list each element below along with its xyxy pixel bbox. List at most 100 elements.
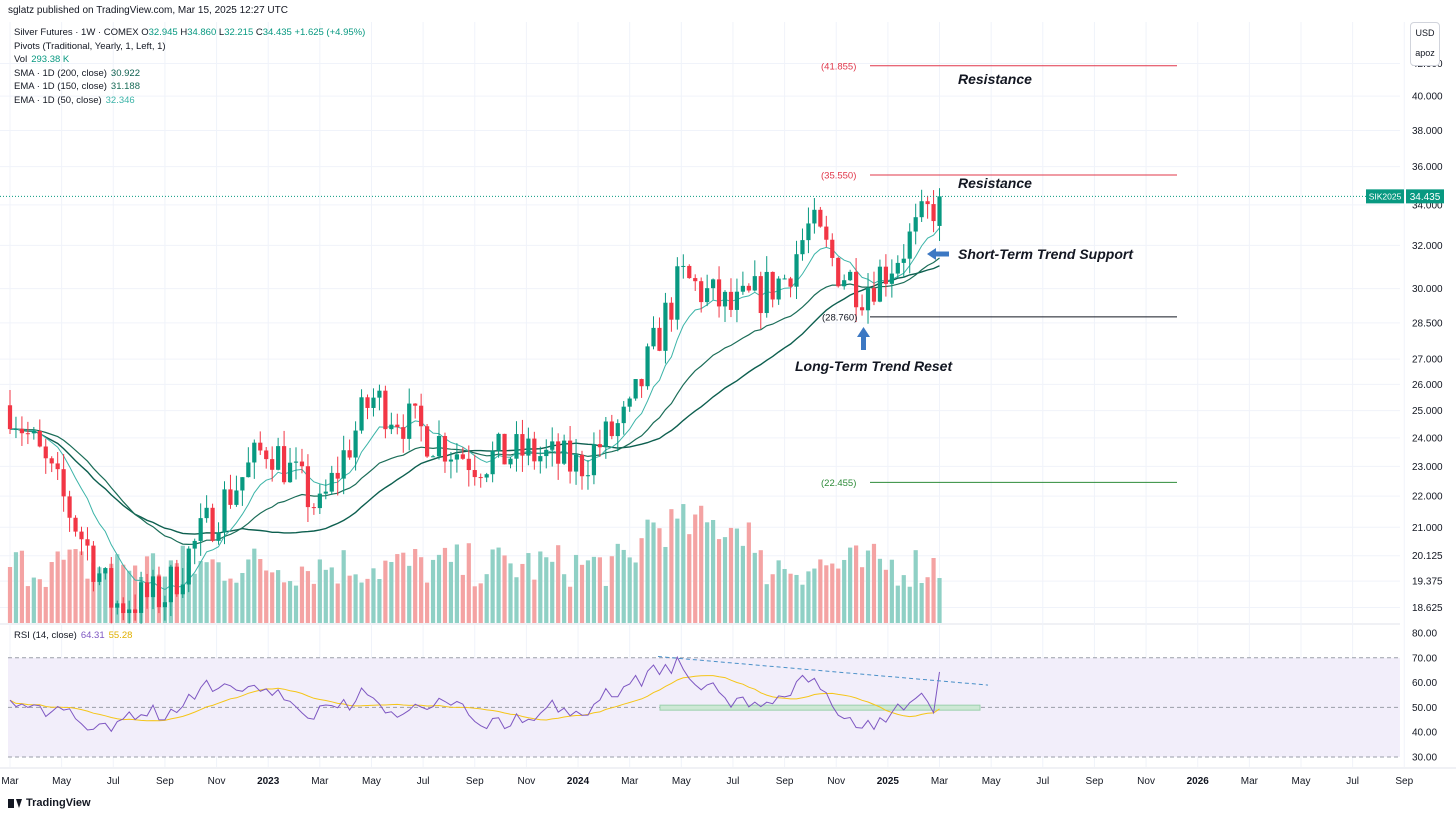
currency-selector[interactable]: USD apoz bbox=[1410, 22, 1440, 66]
volume-bar bbox=[818, 559, 823, 623]
candle-body bbox=[788, 278, 793, 287]
candle-body bbox=[740, 285, 745, 292]
time-tick-label: Mar bbox=[621, 776, 639, 787]
candle-body bbox=[818, 209, 823, 227]
candle-body bbox=[657, 327, 662, 351]
volume-bar bbox=[800, 584, 805, 623]
volume-bar bbox=[478, 583, 483, 623]
candle-body bbox=[341, 450, 346, 479]
volume-bar bbox=[37, 579, 42, 623]
candle-body bbox=[824, 226, 829, 240]
candle-body bbox=[228, 489, 233, 505]
volume-bar bbox=[544, 557, 549, 623]
volume-bar bbox=[663, 546, 668, 623]
volume-bar bbox=[514, 577, 519, 623]
candle-body bbox=[323, 491, 328, 494]
candle-body bbox=[871, 288, 877, 302]
annotation-long-term-reset: Long-Term Trend Reset bbox=[795, 358, 953, 374]
volume-bar bbox=[258, 559, 263, 623]
volume-bar bbox=[746, 522, 751, 623]
time-tick-label: Jul bbox=[417, 776, 430, 787]
candle-body bbox=[49, 458, 54, 464]
time-tick-label: Nov bbox=[1137, 776, 1155, 787]
candle-body bbox=[454, 454, 459, 460]
candle-body bbox=[877, 266, 883, 302]
pivots-legend[interactable]: Pivots (Traditional, Yearly, 1, Left, 1) bbox=[14, 41, 166, 52]
volume-bar bbox=[615, 543, 620, 623]
rsi-legend[interactable]: RSI (14, close) 64.31 55.28 bbox=[14, 630, 132, 641]
volume-bar bbox=[407, 565, 412, 623]
candle-body bbox=[842, 280, 847, 287]
candles bbox=[7, 188, 942, 624]
ema50-label: EMA · 1D (50, close) bbox=[14, 95, 102, 106]
ema150-legend[interactable]: EMA · 1D (150, close) 31.188 bbox=[14, 81, 140, 92]
candle-body bbox=[746, 285, 751, 291]
volume-bar bbox=[31, 577, 36, 623]
volume-bar bbox=[502, 555, 507, 623]
price-tick-label: 22.000 bbox=[1412, 492, 1443, 503]
candle-body bbox=[484, 474, 489, 478]
volume-bar bbox=[61, 559, 66, 623]
candle-body bbox=[794, 254, 799, 287]
candle-body bbox=[478, 477, 483, 479]
volume-bar bbox=[830, 563, 835, 623]
volume-bar bbox=[287, 581, 293, 623]
volume-bar bbox=[865, 550, 871, 623]
candle-body bbox=[67, 496, 72, 518]
candle-body bbox=[496, 433, 501, 451]
time-tick-label: May bbox=[672, 776, 691, 787]
candle-body bbox=[246, 462, 251, 478]
volume-bar bbox=[854, 545, 859, 623]
candle-body bbox=[848, 271, 853, 281]
candle-body bbox=[937, 196, 942, 226]
candle-body bbox=[460, 454, 465, 459]
volume-bar bbox=[103, 570, 108, 623]
ohlc-high-key: H bbox=[180, 27, 188, 38]
time-tick-label: Jul bbox=[1346, 776, 1359, 787]
volume-bar bbox=[133, 565, 138, 623]
time-tick-label: Jul bbox=[1036, 776, 1049, 787]
candle-body bbox=[7, 405, 13, 430]
candle-body bbox=[538, 456, 543, 462]
candle-body bbox=[353, 430, 358, 458]
volume-legend[interactable]: Vol 293.38 K bbox=[14, 54, 69, 65]
ohlc-values: O32.945 H34.860 L32.215 C34.435 +1.625 (… bbox=[141, 27, 365, 38]
volume-bar bbox=[413, 548, 418, 623]
ema50-legend[interactable]: EMA · 1D (50, close) 32.346 bbox=[14, 95, 135, 106]
volume-bar bbox=[389, 561, 394, 623]
volume-bar bbox=[722, 537, 728, 623]
candle-body bbox=[162, 602, 168, 608]
volume-bar bbox=[889, 559, 894, 623]
volume-bar bbox=[937, 578, 942, 623]
candle-body bbox=[675, 266, 680, 320]
sma-legend[interactable]: SMA · 1D (200, close) 30.922 bbox=[14, 68, 140, 79]
candle-body bbox=[669, 302, 674, 320]
candle-body bbox=[413, 403, 418, 406]
sma-label: SMA · 1D (200, close) bbox=[14, 68, 107, 79]
candle-body bbox=[472, 470, 477, 478]
candle-body bbox=[579, 454, 585, 477]
volume-bar bbox=[812, 568, 817, 623]
symbol-legend[interactable]: Silver Futures · 1W · COMEX O32.945 H34.… bbox=[14, 27, 365, 38]
volume-bar bbox=[377, 579, 382, 623]
price-tick-label: 23.000 bbox=[1412, 462, 1443, 473]
ema50-value: 32.346 bbox=[105, 95, 135, 106]
ticker-tag-bg bbox=[1366, 189, 1404, 204]
tradingview-logo[interactable]: TradingView bbox=[8, 797, 91, 809]
candle-body bbox=[371, 397, 376, 408]
volume-bar bbox=[836, 568, 841, 623]
volume-bar bbox=[335, 583, 340, 623]
rsi-line bbox=[9, 655, 940, 733]
volume-bar bbox=[359, 582, 364, 623]
volume-bar bbox=[293, 585, 299, 623]
volume-bar bbox=[693, 514, 698, 623]
grid-lines bbox=[0, 22, 1405, 767]
candle-body bbox=[913, 217, 918, 232]
volume-bar bbox=[13, 552, 19, 623]
price-tick-label: 21.000 bbox=[1412, 523, 1443, 534]
ohlc-low: 32.215 bbox=[224, 27, 254, 38]
volume-bar bbox=[85, 578, 90, 623]
volume-bar bbox=[91, 562, 96, 623]
volume-bar bbox=[883, 569, 888, 623]
